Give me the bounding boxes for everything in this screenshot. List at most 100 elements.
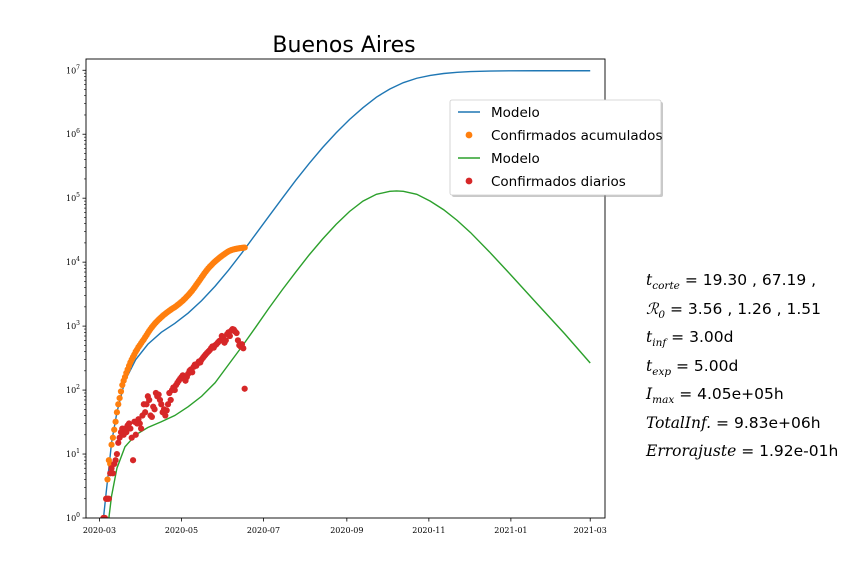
data-point (117, 388, 125, 395)
data-point (109, 470, 116, 477)
annotation-value: = 4.05e+05h (674, 385, 784, 403)
data-point (112, 418, 119, 425)
annotation-line: tcorte = 19.30 , 67.19 , (646, 266, 861, 295)
data-point (112, 457, 119, 464)
y-tick-label: 106 (66, 128, 80, 139)
data-point (138, 425, 145, 432)
annotation-symbol: TotalInf. (646, 413, 712, 432)
data-point (155, 391, 162, 398)
x-tick-label: 2020-09 (330, 526, 363, 535)
legend-marker-swatch (465, 177, 473, 185)
data-point (146, 396, 153, 404)
series-points-1 (100, 244, 248, 518)
annotation-subscript: inf (652, 337, 667, 350)
data-point (111, 426, 118, 433)
annotation-subscript: max (652, 394, 675, 407)
data-point (189, 369, 196, 376)
data-point (109, 434, 116, 441)
y-tick-label: 105 (66, 192, 80, 203)
data-point (127, 425, 134, 432)
annotation-symbol: Errorajuste (646, 442, 737, 460)
y-tick-label: 104 (66, 256, 80, 267)
data-point (163, 407, 170, 414)
legend-entry: Modelo (458, 105, 540, 121)
annotation-value: = 3.00d (666, 328, 734, 346)
y-tick-label: 100 (66, 512, 80, 523)
data-point (115, 439, 122, 446)
series-layer (100, 70, 591, 518)
annotation-symbol: t (646, 271, 653, 289)
data-point (115, 401, 122, 408)
y-tick-label: 103 (66, 320, 80, 331)
legend-label: Confirmados diarios (491, 174, 626, 190)
annotation-symbol: ℛ (646, 299, 659, 318)
annotation-subscript: corte (652, 280, 680, 293)
x-tick-label: 2020-07 (247, 526, 280, 535)
x-tick-label: 2020-11 (412, 526, 445, 535)
data-point (113, 409, 121, 416)
legend-box (449, 99, 662, 196)
annotation-value: = 3.56 , 1.26 , 1.51 (665, 299, 822, 318)
data-point (148, 413, 155, 421)
annotation-value: = 1.92e-01h (736, 442, 839, 460)
data-point (240, 345, 247, 352)
legend-label: Modelo (491, 105, 540, 121)
data-point (116, 394, 123, 402)
x-tick-label: 2020-05 (165, 526, 198, 535)
data-point (171, 386, 178, 394)
data-point (222, 337, 229, 344)
legend-label: Confirmados acumulados (491, 128, 662, 144)
legend-entry: Confirmados diarios (465, 174, 626, 190)
annotation-symbol: t (646, 356, 653, 375)
annotation-value: = 5.00d (671, 356, 739, 375)
annotation-line: Imax = 4.05e+05h (646, 380, 861, 409)
data-point (125, 420, 133, 427)
plot-frame (85, 58, 606, 519)
annotation-line: TotalInf. = 9.83e+06h (646, 409, 861, 438)
legend-marker-swatch (465, 131, 473, 139)
annotation-symbol: t (646, 328, 653, 346)
annotation-line: tinf = 3.00d (646, 323, 861, 352)
annotation-line: Errorajuste = 1.92e-01h (646, 437, 861, 466)
x-tick-label: 2021-03 (574, 526, 607, 535)
legend-entry: Confirmados acumulados (465, 128, 662, 144)
annotation-subscript: 0 (658, 308, 666, 321)
annotation-subscript: exp (652, 365, 672, 378)
data-point (104, 476, 111, 483)
legend: Modelo Confirmados acumulados Modelo Confir… (449, 99, 663, 197)
data-point (136, 420, 143, 427)
annotations: tcorte = 19.30 , 67.19 , ℛ0 = 3.56 , 1.26… (646, 266, 861, 466)
y-tick-label: 102 (66, 384, 80, 395)
data-point (162, 412, 169, 419)
annotation-symbol: I (646, 385, 653, 403)
data-point (105, 495, 112, 502)
data-point (132, 431, 139, 438)
data-point (101, 514, 108, 518)
data-point (129, 457, 137, 464)
annotation-value: = 9.83e+06h (711, 413, 821, 432)
chart-title: Buenos Aires (272, 33, 415, 58)
axes-layer: 2020-03 2020-05 2020-07 2020-09 2020-11 2021-… (66, 64, 607, 535)
data-point (241, 244, 248, 251)
data-point (158, 401, 165, 408)
data-point (151, 406, 158, 413)
x-tick-label: 2021-01 (494, 526, 527, 535)
x-tick-label: 2020-03 (83, 526, 116, 535)
y-tick-label: 101 (66, 448, 80, 459)
data-point (241, 385, 248, 392)
data-point (167, 396, 174, 404)
annotation-line: texp = 5.00d (646, 352, 861, 381)
series-points-3 (100, 325, 248, 518)
series-line-2 (108, 190, 591, 518)
annotation-line: ℛ0 = 3.56 , 1.26 , 1.51 (646, 295, 861, 324)
data-point (234, 337, 242, 344)
data-point (142, 409, 149, 416)
y-tick-label: 107 (66, 64, 80, 75)
legend-label: Modelo (491, 151, 540, 167)
data-point (226, 332, 233, 340)
series-line-0 (102, 70, 591, 518)
annotation-value: = 19.30 , 67.19 , (679, 271, 817, 289)
data-point (123, 429, 130, 436)
data-point (108, 441, 115, 448)
